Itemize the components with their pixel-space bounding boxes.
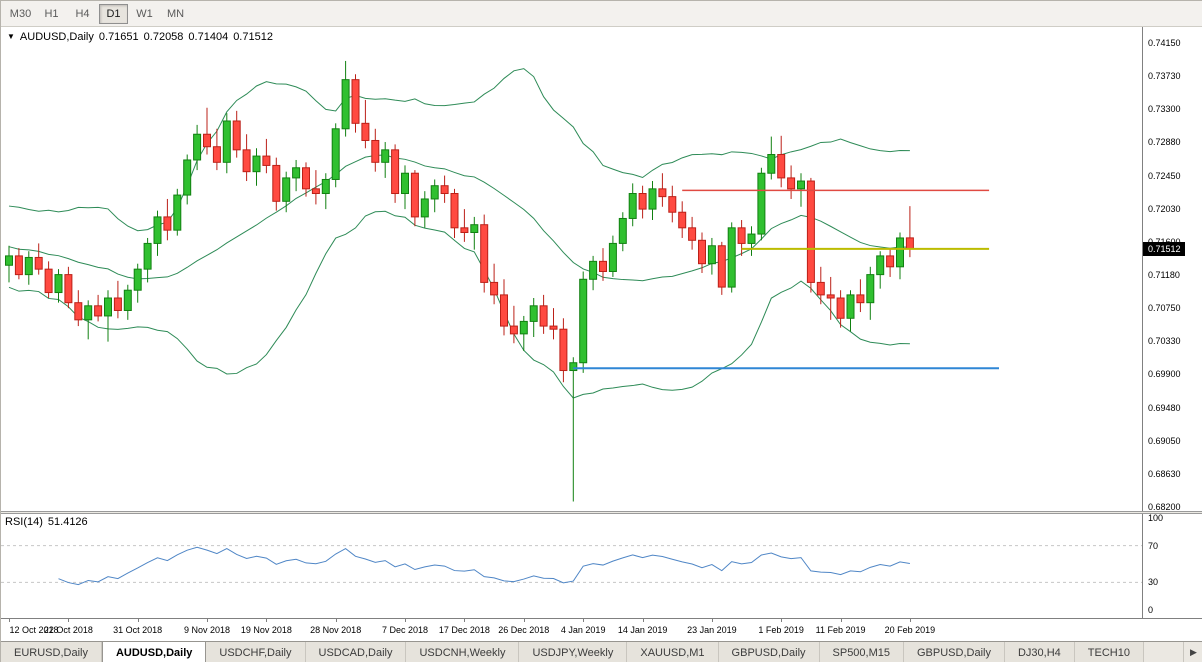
timeframe-button-h1[interactable]: H1 (44, 7, 59, 20)
date-tick (523, 619, 525, 622)
rsi-value: 51.4126 (47, 516, 88, 528)
rsi-axis: 100 70 30 0 (1142, 513, 1202, 618)
chart-title: ▼ AUDUSD,Daily 0.71651 0.72058 0.71404 0… (7, 31, 273, 43)
chart-marker-icon: ▼ (7, 32, 15, 41)
chart-tab-audusd-daily-1[interactable]: AUDUSD,Daily (101, 642, 207, 662)
price-axis-label: 0.70330 (1148, 336, 1181, 347)
price-axis[interactable]: 0.71512 0.74150 0.73730 0.73300 0.72880 0.72… (1142, 27, 1202, 512)
chart-tabs-bar: EURUSD,Daily AUDUSD,Daily USDCHF,Daily USDC… (1, 641, 1202, 662)
date-label: 26 Dec 2018 (498, 625, 550, 635)
timeframe-button-h4[interactable]: H4 (75, 7, 90, 20)
rsi-name: RSI(14) (5, 516, 43, 528)
price-axis-label: 0.72880 (1148, 137, 1181, 148)
chart-tab-tech10-11[interactable]: TECH10 (1074, 642, 1144, 662)
chart-tab-sp500-m15-8[interactable]: SP500,M15 (819, 642, 904, 662)
date-label: 17 Dec 2018 (438, 625, 490, 635)
price-axis-label: 0.70750 (1148, 303, 1181, 314)
rsi-axis-label: 0 (1148, 605, 1154, 615)
price-axis-label: 0.69050 (1148, 435, 1181, 446)
date-label: 9 Nov 2018 (183, 625, 231, 635)
rsi-indicator-label: RSI(14) 51.4126 (5, 516, 88, 528)
chart-tab-usdjpy-weekly-5[interactable]: USDJPY,Weekly (519, 642, 628, 662)
ohlc-high: 0.72058 (143, 31, 184, 43)
chart-area: ▼ AUDUSD,Daily 0.71651 0.72058 0.71404 0… (1, 27, 1202, 662)
date-label: 23 Jan 2019 (687, 625, 737, 635)
date-tick (335, 619, 337, 622)
chart-tabs-strip: EURUSD,Daily AUDUSD,Daily USDCHF,Daily USDC… (1, 642, 1183, 662)
chart-tab-gbpusd-daily-7[interactable]: GBPUSD,Daily (718, 642, 820, 662)
ohlc-low: 0.71404 (188, 31, 229, 43)
price-axis-label: 0.69480 (1148, 402, 1181, 413)
ohlc-close: 0.71512 (233, 31, 273, 43)
price-axis-label: 0.74150 (1148, 38, 1181, 48)
current-price-value: 0.71512 (1148, 243, 1181, 254)
date-label: 4 Jan 2019 (560, 625, 606, 635)
panel-splitter[interactable] (1, 511, 1202, 514)
date-tick (207, 619, 208, 622)
timeframe-button-m30[interactable]: M30 (9, 7, 32, 20)
rsi-axis-label: 100 (1148, 513, 1164, 523)
date-tick (909, 619, 911, 622)
date-tick (68, 619, 70, 622)
chart-tab-usdchf-daily-2[interactable]: USDCHF,Daily (206, 642, 306, 662)
ohlc-open: 0.71651 (98, 31, 139, 43)
rsi-line (58, 546, 910, 586)
bollinger-lower-band (8, 210, 910, 399)
timeframe-toolbar: M30 H1 H4 D1 W1 MN (1, 1, 1202, 27)
date-tick (405, 619, 406, 622)
main-chart[interactable]: ▼ AUDUSD,Daily 0.71651 0.72058 0.71404 0… (1, 27, 1142, 511)
date-tick (137, 619, 139, 622)
price-axis-label: 0.73300 (1148, 104, 1181, 115)
date-label: 1 Feb 2019 (758, 625, 804, 635)
price-axis-label: 0.69900 (1148, 369, 1181, 380)
bollinger-middle-band (8, 154, 910, 282)
date-tick (711, 619, 713, 622)
date-label: 28 Nov 2018 (310, 625, 362, 635)
price-axis-label: 0.73730 (1148, 71, 1181, 82)
current-price-tag: 0.71512 (1143, 241, 1185, 256)
rsi-axis-label: 70 (1148, 540, 1159, 551)
candles-layer (5, 60, 914, 502)
date-tick (464, 619, 466, 622)
date-label: 14 Jan 2019 (617, 625, 668, 635)
tab-scroll-right-button[interactable]: ▶ (1183, 642, 1202, 662)
bollinger-upper-band (8, 68, 910, 232)
date-tick (266, 619, 268, 622)
price-axis-label: 0.72450 (1148, 170, 1181, 181)
date-label: 19 Nov 2018 (240, 625, 292, 635)
timeframe-button-w1[interactable]: W1 (136, 7, 153, 20)
arrow-right-icon: ▶ (1190, 647, 1197, 657)
price-chart-canvas[interactable] (1, 27, 1142, 511)
date-label: 20 Feb 2019 (884, 625, 936, 635)
chart-tab-usdcad-daily-3[interactable]: USDCAD,Daily (305, 642, 407, 662)
price-axis-label: 0.71180 (1148, 270, 1180, 280)
date-tick (9, 619, 10, 622)
date-axis[interactable]: 12 Oct 2018 22 Oct 2018 31 Oct 2018 9 Nov 2… (1, 618, 1202, 641)
timeframe-button-d1[interactable]: D1 (99, 3, 128, 24)
date-label: 7 Dec 2018 (381, 625, 429, 635)
date-tick (840, 619, 842, 622)
date-tick (781, 619, 783, 622)
chart-tab-eurusd-daily-0[interactable]: EURUSD,Daily (1, 642, 102, 662)
price-axis-label: 0.68630 (1148, 468, 1181, 479)
date-label: 31 Oct 2018 (113, 625, 163, 635)
date-label: 12 Oct 2018 (9, 625, 59, 635)
date-tick (642, 619, 644, 622)
chart-tab-xauusd-m1-6[interactable]: XAUUSD,M1 (627, 642, 719, 662)
date-tick (583, 619, 585, 622)
rsi-canvas[interactable] (1, 514, 1142, 618)
chart-tab-gbpusd-daily-9[interactable]: GBPUSD,Daily (904, 642, 1005, 662)
chart-symbol-label: AUDUSD,Daily (19, 31, 94, 43)
price-axis-label: 0.68200 (1148, 502, 1181, 512)
date-label: 11 Feb 2019 (815, 625, 866, 635)
chart-tab-usdcnh-weekly-4[interactable]: USDCNH,Weekly (406, 642, 520, 662)
chart-tab-dj30-h4-10[interactable]: DJ30,H4 (1004, 642, 1075, 662)
price-axis-label: 0.72030 (1148, 203, 1181, 214)
date-label: 22 Oct 2018 (43, 625, 93, 635)
timeframe-button-mn[interactable]: MN (166, 7, 185, 20)
rsi-axis-label: 30 (1148, 577, 1159, 588)
rsi-panel[interactable]: RSI(14) 51.4126 (1, 514, 1142, 618)
